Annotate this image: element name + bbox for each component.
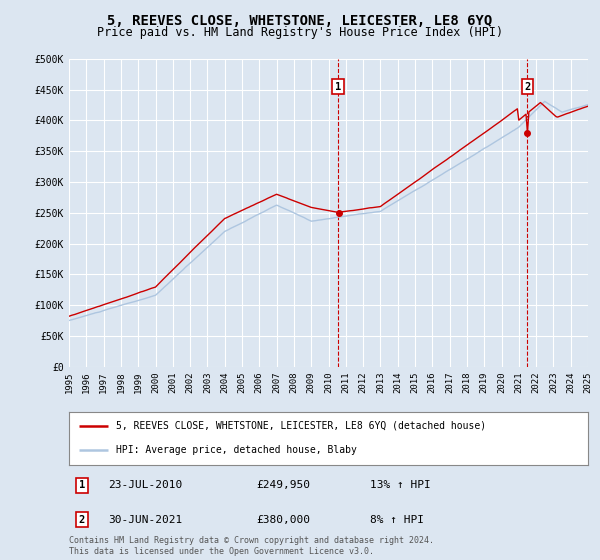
Text: £249,950: £249,950: [256, 480, 310, 491]
Text: 5, REEVES CLOSE, WHETSTONE, LEICESTER, LE8 6YQ (detached house): 5, REEVES CLOSE, WHETSTONE, LEICESTER, L…: [116, 421, 486, 431]
Text: 2: 2: [79, 515, 85, 525]
Text: Price paid vs. HM Land Registry's House Price Index (HPI): Price paid vs. HM Land Registry's House …: [97, 26, 503, 39]
Text: 23-JUL-2010: 23-JUL-2010: [108, 480, 182, 491]
Text: 1: 1: [79, 480, 85, 491]
Text: 2: 2: [524, 82, 530, 91]
Text: 1: 1: [335, 82, 341, 91]
Text: £380,000: £380,000: [256, 515, 310, 525]
Text: HPI: Average price, detached house, Blaby: HPI: Average price, detached house, Blab…: [116, 445, 356, 455]
Text: Contains HM Land Registry data © Crown copyright and database right 2024.
This d: Contains HM Land Registry data © Crown c…: [69, 536, 434, 556]
Text: 13% ↑ HPI: 13% ↑ HPI: [370, 480, 431, 491]
Text: 30-JUN-2021: 30-JUN-2021: [108, 515, 182, 525]
Text: 8% ↑ HPI: 8% ↑ HPI: [370, 515, 424, 525]
Text: 5, REEVES CLOSE, WHETSTONE, LEICESTER, LE8 6YQ: 5, REEVES CLOSE, WHETSTONE, LEICESTER, L…: [107, 14, 493, 28]
